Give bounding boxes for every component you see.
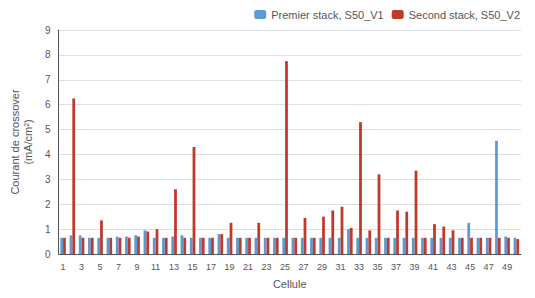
svg-text:3: 3 bbox=[45, 174, 51, 185]
svg-text:31: 31 bbox=[336, 262, 346, 272]
svg-text:19: 19 bbox=[225, 262, 235, 272]
svg-text:8: 8 bbox=[45, 49, 51, 60]
svg-text:7: 7 bbox=[116, 262, 121, 272]
svg-text:39: 39 bbox=[410, 262, 420, 272]
svg-text:41: 41 bbox=[428, 262, 438, 272]
svg-text:15: 15 bbox=[188, 262, 198, 272]
svg-text:9: 9 bbox=[45, 25, 51, 36]
svg-text:1: 1 bbox=[61, 262, 66, 272]
svg-text:3: 3 bbox=[79, 262, 84, 272]
svg-text:49: 49 bbox=[502, 262, 512, 272]
svg-text:5: 5 bbox=[98, 262, 103, 272]
svg-text:5: 5 bbox=[45, 124, 51, 135]
svg-text:(mA/cm²): (mA/cm²) bbox=[22, 119, 34, 164]
svg-text:Cellule: Cellule bbox=[273, 278, 307, 290]
svg-text:23: 23 bbox=[262, 262, 272, 272]
svg-text:Second stack, S50_V2: Second stack, S50_V2 bbox=[409, 9, 520, 21]
svg-text:Premier stack, S50_V1: Premier stack, S50_V1 bbox=[271, 9, 384, 21]
svg-text:43: 43 bbox=[447, 262, 457, 272]
svg-text:27: 27 bbox=[299, 262, 309, 272]
svg-text:7: 7 bbox=[45, 74, 51, 85]
svg-text:25: 25 bbox=[280, 262, 290, 272]
svg-text:33: 33 bbox=[354, 262, 364, 272]
svg-text:11: 11 bbox=[151, 262, 160, 272]
svg-text:37: 37 bbox=[391, 262, 401, 272]
svg-text:45: 45 bbox=[465, 262, 475, 272]
svg-text:17: 17 bbox=[206, 262, 216, 272]
svg-text:13: 13 bbox=[169, 262, 179, 272]
svg-text:35: 35 bbox=[373, 262, 383, 272]
svg-text:0: 0 bbox=[45, 249, 51, 260]
svg-text:1: 1 bbox=[45, 224, 51, 235]
svg-text:9: 9 bbox=[135, 262, 140, 272]
svg-text:6: 6 bbox=[45, 99, 51, 110]
svg-text:4: 4 bbox=[45, 149, 51, 160]
svg-text:21: 21 bbox=[243, 262, 253, 272]
svg-text:2: 2 bbox=[45, 199, 51, 210]
svg-text:Courant de crossover: Courant de crossover bbox=[9, 89, 21, 194]
svg-text:29: 29 bbox=[317, 262, 327, 272]
svg-text:47: 47 bbox=[484, 262, 494, 272]
